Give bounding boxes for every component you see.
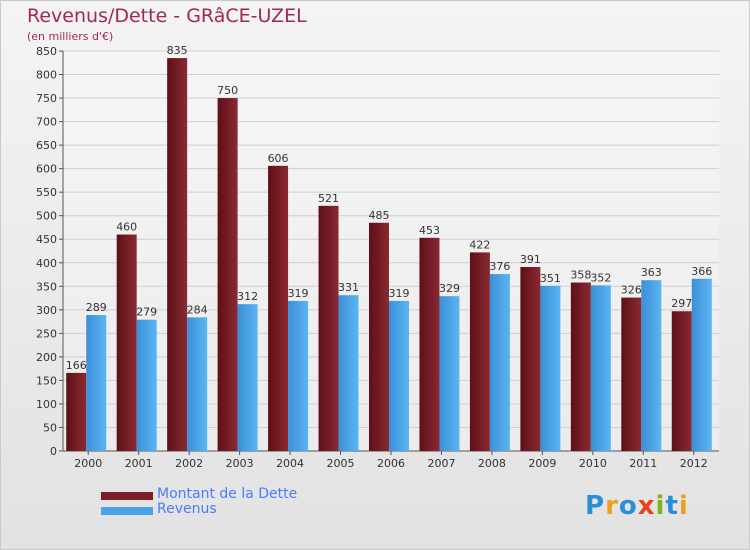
logo-letter: r bbox=[605, 491, 619, 521]
logo-letter: P bbox=[585, 491, 606, 521]
data-label-revenus: 319 bbox=[389, 287, 410, 300]
bar-dette bbox=[116, 234, 137, 451]
y-tick-label: 700 bbox=[36, 116, 57, 129]
y-tick-label: 100 bbox=[36, 398, 57, 411]
data-label-dette: 422 bbox=[469, 238, 490, 251]
x-tick-label: 2012 bbox=[680, 457, 708, 470]
y-tick-label: 400 bbox=[36, 257, 57, 270]
logo-letter: i bbox=[655, 491, 666, 521]
x-tick-label: 2010 bbox=[579, 457, 607, 470]
legend-label-revenus: Revenus bbox=[157, 501, 217, 517]
data-label-revenus: 351 bbox=[540, 272, 561, 285]
logo-letter: t bbox=[665, 491, 679, 521]
data-label-dette: 460 bbox=[116, 221, 137, 234]
bar-dette bbox=[318, 205, 339, 451]
proxiti-logo: Proxiti bbox=[585, 491, 689, 521]
bar-dette bbox=[66, 372, 87, 451]
bar-revenus bbox=[489, 274, 510, 451]
bar-dette bbox=[671, 311, 692, 451]
logo-letter: o bbox=[618, 491, 638, 521]
x-tick-label: 2005 bbox=[327, 457, 355, 470]
bar-revenus bbox=[389, 300, 409, 451]
x-tick-label: 2011 bbox=[629, 457, 657, 470]
y-tick-label: 350 bbox=[36, 280, 57, 293]
bar-dette bbox=[369, 222, 389, 451]
data-label-dette: 750 bbox=[217, 84, 238, 97]
data-label-dette: 835 bbox=[167, 44, 188, 57]
logo-letter: i bbox=[678, 491, 689, 521]
data-label-revenus: 312 bbox=[237, 290, 258, 303]
data-label-revenus: 289 bbox=[86, 301, 107, 314]
bar-revenus bbox=[439, 296, 460, 451]
data-label-dette: 606 bbox=[268, 152, 289, 165]
data-label-dette: 297 bbox=[671, 297, 692, 310]
bar-revenus bbox=[86, 315, 107, 451]
y-tick-label: 300 bbox=[36, 304, 57, 317]
bar-dette bbox=[419, 237, 440, 451]
y-tick-label: 50 bbox=[43, 421, 57, 434]
y-tick-label: 650 bbox=[36, 139, 57, 152]
data-label-dette: 358 bbox=[570, 269, 591, 282]
bar-dette bbox=[621, 297, 642, 451]
x-tick-label: 2000 bbox=[74, 457, 102, 470]
y-tick-label: 500 bbox=[36, 210, 57, 223]
y-tick-label: 550 bbox=[36, 186, 57, 199]
y-tick-label: 850 bbox=[36, 45, 57, 58]
y-tick-label: 250 bbox=[36, 327, 57, 340]
data-label-revenus: 331 bbox=[338, 281, 359, 294]
bar-revenus bbox=[288, 300, 309, 451]
bar-dette bbox=[268, 165, 289, 451]
y-tick-label: 150 bbox=[36, 374, 57, 387]
legend-swatch-dette bbox=[101, 492, 153, 500]
bar-dette bbox=[167, 58, 188, 451]
bar-revenus bbox=[237, 304, 258, 451]
data-label-revenus: 363 bbox=[641, 266, 662, 279]
y-tick-label: 200 bbox=[36, 351, 57, 364]
bar-revenus bbox=[187, 317, 208, 451]
chart-subtitle: (en milliers d'€) bbox=[27, 30, 114, 43]
y-tick-label: 750 bbox=[36, 92, 57, 105]
logo-letter: x bbox=[637, 491, 656, 521]
data-label-revenus: 319 bbox=[288, 287, 309, 300]
x-tick-label: 2009 bbox=[528, 457, 556, 470]
data-label-revenus: 366 bbox=[691, 265, 712, 278]
data-label-dette: 326 bbox=[621, 284, 642, 297]
data-label-revenus: 284 bbox=[187, 303, 208, 316]
bar-revenus bbox=[540, 285, 561, 451]
data-label-dette: 453 bbox=[419, 224, 440, 237]
data-label-revenus: 376 bbox=[489, 260, 510, 273]
x-tick-label: 2001 bbox=[125, 457, 153, 470]
bar-revenus bbox=[136, 319, 157, 451]
legend-label-dette: Montant de la Dette bbox=[157, 486, 298, 502]
x-tick-label: 2008 bbox=[478, 457, 506, 470]
x-tick-label: 2007 bbox=[427, 457, 455, 470]
bar-dette bbox=[570, 282, 591, 451]
bar-dette bbox=[217, 98, 238, 451]
x-tick-label: 2006 bbox=[377, 457, 405, 470]
x-tick-label: 2004 bbox=[276, 457, 304, 470]
y-tick-label: 600 bbox=[36, 163, 57, 176]
chart-title: Revenus/Dette - GRâCE-UZEL bbox=[27, 5, 307, 27]
bar-revenus bbox=[590, 285, 611, 451]
data-label-dette: 521 bbox=[318, 192, 339, 205]
bar-revenus bbox=[641, 280, 662, 451]
bar-dette bbox=[469, 252, 490, 451]
data-label-revenus: 329 bbox=[439, 282, 460, 295]
y-tick-label: 800 bbox=[36, 69, 57, 82]
data-label-dette: 485 bbox=[369, 209, 390, 222]
data-label-revenus: 352 bbox=[590, 271, 611, 284]
bar-revenus bbox=[691, 278, 712, 451]
y-tick-label: 450 bbox=[36, 233, 57, 246]
y-tick-label: 0 bbox=[50, 445, 57, 458]
x-tick-label: 2002 bbox=[175, 457, 203, 470]
data-label-dette: 391 bbox=[520, 253, 541, 266]
bar-revenus bbox=[338, 295, 359, 451]
x-tick-label: 2003 bbox=[226, 457, 254, 470]
bar-dette bbox=[520, 267, 541, 451]
data-label-dette: 166 bbox=[66, 359, 87, 372]
legend-swatch-revenus bbox=[101, 507, 153, 515]
data-label-revenus: 279 bbox=[136, 306, 157, 319]
